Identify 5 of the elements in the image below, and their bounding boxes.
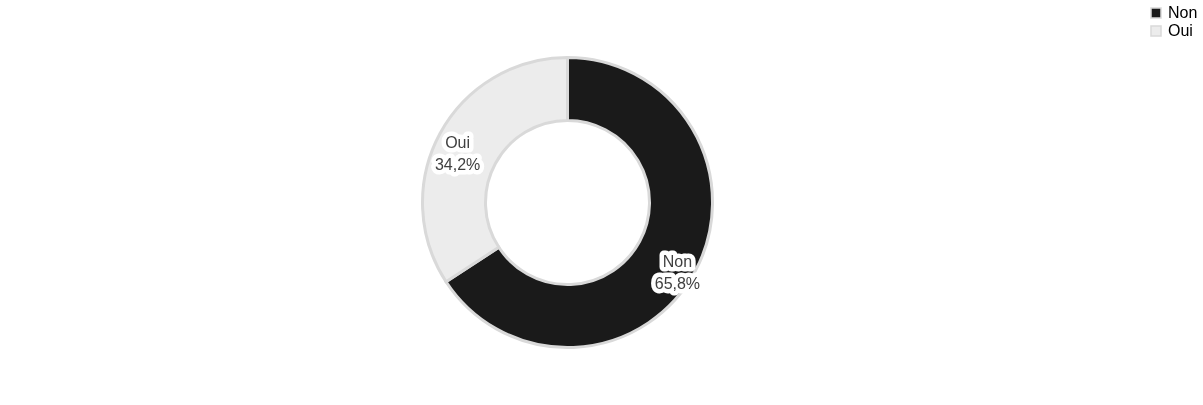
legend-label: Non — [1168, 4, 1198, 21]
slice-label: Non — [662, 253, 693, 271]
legend-label: Oui — [1168, 22, 1193, 39]
slice-label: Oui — [445, 133, 471, 151]
data-label: 34,2% — [434, 155, 481, 173]
